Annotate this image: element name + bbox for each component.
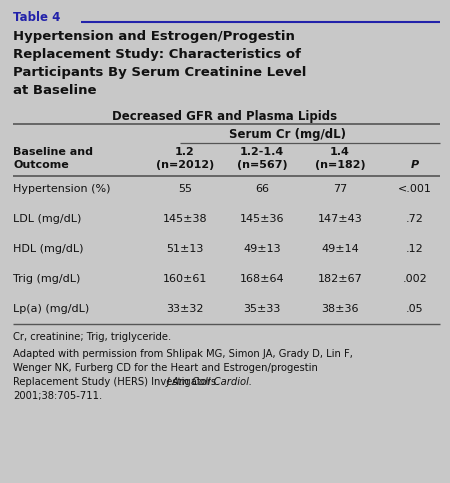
- Text: 49±14: 49±14: [321, 244, 359, 254]
- Text: (n=567): (n=567): [237, 160, 287, 170]
- Text: Cr, creatinine; Trig, triglyceride.: Cr, creatinine; Trig, triglyceride.: [13, 332, 171, 342]
- Text: Hypertension and Estrogen/Progestin: Hypertension and Estrogen/Progestin: [13, 30, 295, 43]
- Text: 182±67: 182±67: [318, 274, 362, 284]
- Text: .05: .05: [406, 304, 424, 314]
- Text: Outcome: Outcome: [13, 160, 69, 170]
- Text: 51±13: 51±13: [166, 244, 204, 254]
- Text: 38±36: 38±36: [321, 304, 359, 314]
- Text: Adapted with permission from Shlipak MG, Simon JA, Grady D, Lin F,: Adapted with permission from Shlipak MG,…: [13, 349, 353, 359]
- Text: 66: 66: [255, 184, 269, 194]
- Text: (n=182): (n=182): [315, 160, 365, 170]
- Text: (n=2012): (n=2012): [156, 160, 214, 170]
- Text: 160±61: 160±61: [163, 274, 207, 284]
- Text: Lp(a) (mg/dL): Lp(a) (mg/dL): [13, 304, 89, 314]
- Text: 1.2: 1.2: [175, 147, 195, 157]
- Text: at Baseline: at Baseline: [13, 84, 96, 97]
- Text: LDL (mg/dL): LDL (mg/dL): [13, 214, 81, 224]
- Text: .12: .12: [406, 244, 424, 254]
- Text: 55: 55: [178, 184, 192, 194]
- Text: Baseline and: Baseline and: [13, 147, 93, 157]
- Text: 77: 77: [333, 184, 347, 194]
- Text: Table 4: Table 4: [13, 11, 60, 24]
- Text: J Am Coll Cardiol.: J Am Coll Cardiol.: [167, 377, 253, 387]
- Text: Replacement Study: Characteristics of: Replacement Study: Characteristics of: [13, 48, 301, 61]
- Text: 168±64: 168±64: [240, 274, 284, 284]
- Text: .72: .72: [406, 214, 424, 224]
- Text: Serum Cr (mg/dL): Serum Cr (mg/dL): [229, 128, 346, 141]
- Text: 1.4: 1.4: [330, 147, 350, 157]
- Text: Participants By Serum Creatinine Level: Participants By Serum Creatinine Level: [13, 66, 306, 79]
- Text: <.001: <.001: [398, 184, 432, 194]
- Text: .002: .002: [403, 274, 428, 284]
- Text: 35±33: 35±33: [243, 304, 281, 314]
- Text: Replacement Study (HERS) Investigators.: Replacement Study (HERS) Investigators.: [13, 377, 222, 387]
- Text: HDL (mg/dL): HDL (mg/dL): [13, 244, 84, 254]
- Text: Decreased GFR and Plasma Lipids: Decreased GFR and Plasma Lipids: [112, 110, 338, 123]
- Text: 145±36: 145±36: [240, 214, 284, 224]
- Text: 145±38: 145±38: [163, 214, 207, 224]
- Text: 147±43: 147±43: [318, 214, 362, 224]
- Text: P: P: [411, 160, 419, 170]
- Text: 49±13: 49±13: [243, 244, 281, 254]
- Text: 33±32: 33±32: [166, 304, 204, 314]
- Text: Trig (mg/dL): Trig (mg/dL): [13, 274, 81, 284]
- Text: 1.2-1.4: 1.2-1.4: [240, 147, 284, 157]
- Text: Hypertension (%): Hypertension (%): [13, 184, 111, 194]
- Text: 2001;38:705-711.: 2001;38:705-711.: [13, 391, 102, 401]
- Text: Wenger NK, Furberg CD for the Heart and Estrogen/progestin: Wenger NK, Furberg CD for the Heart and …: [13, 363, 318, 373]
